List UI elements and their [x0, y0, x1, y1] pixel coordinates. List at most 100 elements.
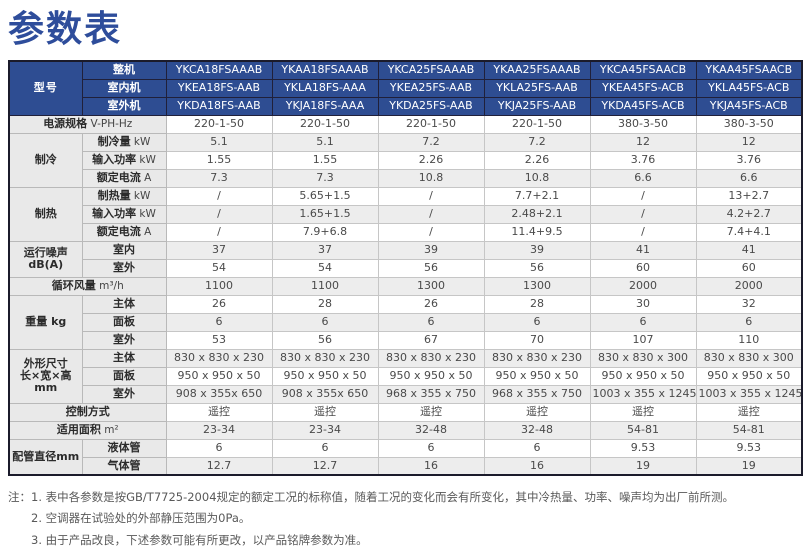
param-value: 1.55	[165, 150, 273, 170]
param-value: 2000	[589, 276, 697, 296]
model-number-cell: YKDA18FS-AAB	[165, 96, 273, 116]
param-value: 60	[695, 258, 803, 278]
model-number-cell: YKAA18FSAAAB	[271, 60, 379, 80]
param-value: /	[377, 186, 485, 206]
param-value: 3.76	[589, 150, 697, 170]
param-value: 2.26	[377, 150, 485, 170]
param-row: 额定电流 A 7.3 7.3 10.8 10.8 6.6 6.6	[9, 168, 803, 188]
param-value: 380-3-50	[589, 114, 697, 134]
param-value: 10.8	[377, 168, 485, 188]
param-value: 830 x 830 x 230	[483, 348, 591, 368]
param-full-label: 电源规格 V-PH-Hz	[8, 114, 167, 134]
param-value: 12	[695, 132, 803, 152]
param-row: 额定电流 A/7.9+6.8/11.4+9.5/7.4+4.1	[9, 222, 803, 242]
param-value: 39	[483, 240, 591, 260]
param-value: 950 x 950 x 50	[589, 366, 697, 386]
param-value: 950 x 950 x 50	[377, 366, 485, 386]
param-value: 遥控	[271, 402, 379, 422]
param-unit-text: kW	[136, 153, 156, 166]
param-value: 7.3	[165, 168, 273, 188]
param-value: 6	[483, 312, 591, 332]
footnote-prefix: 注：	[8, 490, 31, 504]
param-value: 6	[695, 312, 803, 332]
param-value: 56	[271, 330, 379, 350]
param-value: 32-48	[377, 420, 485, 440]
param-value: 830 x 830 x 230	[271, 348, 379, 368]
param-row: 运行噪声 dB(A) 室内 37 37 39 39 41 41	[8, 240, 803, 278]
footnote-line: 2. 空调器在试验处的外部静压范围为0Pa。	[31, 511, 251, 526]
param-value: 830 x 830 x 300	[589, 348, 697, 368]
param-label: 额定电流 A	[81, 168, 167, 188]
param-value: 2000	[695, 276, 803, 296]
footnote-line: 3. 由于产品改良，下述参数可能有所更改，以产品铭牌参数为准。	[31, 532, 368, 547]
param-value: 26	[377, 294, 485, 314]
param-category: 运行噪声 dB(A)	[8, 240, 83, 278]
param-value: 6	[377, 312, 485, 332]
param-value: 1.65+1.5	[271, 204, 379, 224]
param-category: 制热	[8, 186, 83, 242]
param-label-text: 适用面积	[56, 422, 101, 436]
model-number-cell: YKLA18FS-AAA	[271, 78, 379, 98]
param-value: 1003 x 355 x 1245	[589, 384, 697, 404]
model-number-cell: YKJA25FS-AAB	[483, 96, 591, 116]
param-value: /	[165, 222, 273, 242]
param-value: 7.7+2.1	[483, 186, 591, 206]
param-value: 950 x 950 x 50	[165, 366, 273, 386]
param-label: 主体	[81, 294, 167, 314]
param-label: 额定电流 A	[81, 222, 167, 242]
param-value: 30	[589, 294, 697, 314]
param-value: 54	[165, 258, 273, 278]
param-value: 6	[271, 438, 379, 458]
param-label: 面板	[81, 312, 167, 332]
param-label: 液体管	[81, 438, 167, 458]
param-value: 56	[483, 258, 591, 278]
param-value: 950 x 950 x 50	[483, 366, 591, 386]
spec-table: 型号 整机 YKCA18FSAAAB YKAA18FSAAAB YKCA25FSAAAB…	[8, 60, 803, 476]
param-row: 适用面积 m² 23-34 23-34 32-48 32-48 54-81 54-81	[8, 420, 803, 440]
param-category: 配管直径mm	[8, 438, 83, 476]
param-value: /	[165, 204, 273, 224]
param-value: 4.2+2.7	[695, 204, 803, 224]
footnote-lines: 1. 表中各参数是按GB/T7725-2004规定的额定工况的标称值，随着工况的…	[31, 487, 734, 551]
param-value: 968 x 355 x 750	[483, 384, 591, 404]
param-full-label: 控制方式	[8, 402, 167, 422]
param-value: 41	[695, 240, 803, 260]
model-row-label: 室外机	[81, 96, 167, 116]
param-value: 12.7	[165, 456, 273, 476]
param-value: /	[589, 222, 697, 242]
param-row: 制热 制热量 kW/5.65+1.5/7.7+2.1/13+2.7	[8, 186, 803, 242]
model-number-cell: YKEA18FS-AAB	[165, 78, 273, 98]
param-value: 28	[483, 294, 591, 314]
param-value: 9.53	[695, 438, 803, 458]
model-number-cell: YKDA45FS-ACB	[589, 96, 697, 116]
model-number-cell: YKLA25FS-AAB	[483, 78, 591, 98]
param-value: 41	[589, 240, 697, 260]
model-header-row: 室外机 YKDA18FS-AAB YKJA18FS-AAA YKDA25FS-AAB Y…	[9, 96, 803, 116]
param-label: 室外	[81, 384, 167, 404]
param-row: 面板 6 6 6 6 6 6	[9, 312, 803, 332]
param-row: 重量 kg 主体 26 28 26 28 30 32	[8, 294, 803, 350]
param-value: 5.1	[165, 132, 273, 152]
param-value: 380-3-50	[695, 114, 803, 134]
param-row: 室外 908 x 355x 650 908 x 355x 650 968 x 355 …	[9, 384, 803, 404]
param-value: 遥控	[165, 402, 273, 422]
param-value: 54-81	[589, 420, 697, 440]
model-number-cell: YKEA45FS-ACB	[589, 78, 697, 98]
param-value: 39	[377, 240, 485, 260]
param-value: 16	[377, 456, 485, 476]
param-value: 26	[165, 294, 273, 314]
param-value: 5.1	[271, 132, 379, 152]
param-value: 1003 x 355 x 1245	[695, 384, 803, 404]
param-category: 制冷	[8, 132, 83, 188]
param-full-label: 循环风量 m³/h	[8, 276, 167, 296]
param-value: 60	[589, 258, 697, 278]
param-value: 67	[377, 330, 485, 350]
param-value: 908 x 355x 650	[165, 384, 273, 404]
param-value: 968 x 355 x 750	[377, 384, 485, 404]
param-value: 23-34	[165, 420, 273, 440]
param-unit-text: A	[140, 225, 152, 238]
param-value: 19	[695, 456, 803, 476]
param-value: 2.48+2.1	[483, 204, 591, 224]
model-number-cell: YKEA25FS-AAB	[377, 78, 485, 98]
